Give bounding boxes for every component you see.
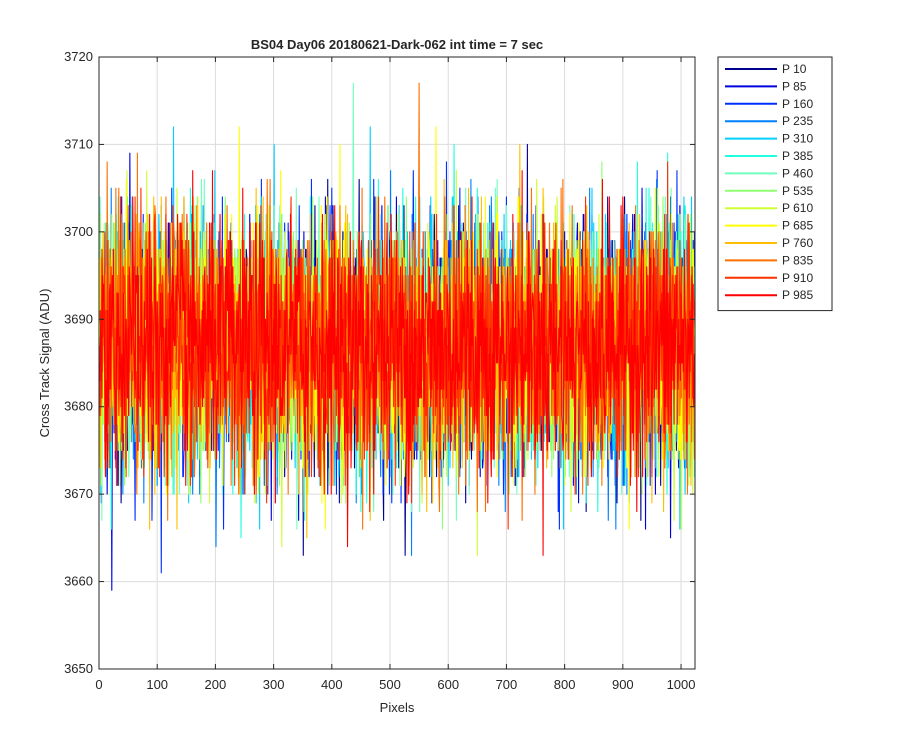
y-axis: 3650 3660 3670 3680 3690 3700 3710 3720 <box>64 49 695 676</box>
y-tick-label: 3720 <box>64 49 93 64</box>
legend-entry: P 310 <box>782 132 813 146</box>
y-tick-label: 3700 <box>64 224 93 239</box>
legend-entry: P 235 <box>782 114 813 128</box>
legend-entry: P 610 <box>782 201 813 215</box>
legend-entry: P 460 <box>782 166 813 180</box>
y-tick-label: 3690 <box>64 311 93 326</box>
x-axis-label: Pixels <box>380 700 415 715</box>
x-axis: 0 100 200 300 400 500 600 700 800 900 1000 <box>95 57 695 692</box>
y-tick-label: 3660 <box>64 574 93 589</box>
x-tick-label: 900 <box>612 677 634 692</box>
x-tick-label: 200 <box>205 677 227 692</box>
legend-entry: P 835 <box>782 253 813 267</box>
chart-title: BS04 Day06 20180621-Dark-062 int time = … <box>251 37 543 52</box>
x-tick-label: 600 <box>437 677 459 692</box>
y-tick-label: 3710 <box>64 136 93 151</box>
x-tick-label: 100 <box>146 677 168 692</box>
y-tick-label: 3650 <box>64 661 93 676</box>
x-tick-label: 300 <box>263 677 285 692</box>
legend-entry: P 910 <box>782 271 813 285</box>
y-tick-label: 3670 <box>64 486 93 501</box>
legend-entry: P 685 <box>782 219 813 233</box>
legend: P 10 P 85 P 160 P 235 P 310 P 385 P 460 P 535 P … <box>717 56 833 312</box>
x-tick-label: 1000 <box>667 677 696 692</box>
legend-entry: P 985 <box>782 288 813 302</box>
series-lines <box>99 82 695 591</box>
legend-box <box>717 56 833 312</box>
x-tick-label: 400 <box>321 677 343 692</box>
y-tick-label: 3680 <box>64 399 93 414</box>
legend-entry: P 385 <box>782 149 813 163</box>
y-axis-label: Cross Track Signal (ADU) <box>37 289 52 438</box>
legend-entry: P 10 <box>782 62 807 76</box>
x-tick-label: 700 <box>496 677 518 692</box>
x-tick-label: 800 <box>554 677 576 692</box>
legend-entry: P 85 <box>782 79 807 93</box>
x-tick-label: 500 <box>379 677 401 692</box>
legend-entry: P 535 <box>782 184 813 198</box>
legend-entry: P 160 <box>782 97 813 111</box>
legend-entry: P 760 <box>782 236 813 250</box>
x-tick-label: 0 <box>95 677 102 692</box>
series-line-p985 <box>99 170 695 556</box>
plot-frame <box>98 56 696 670</box>
